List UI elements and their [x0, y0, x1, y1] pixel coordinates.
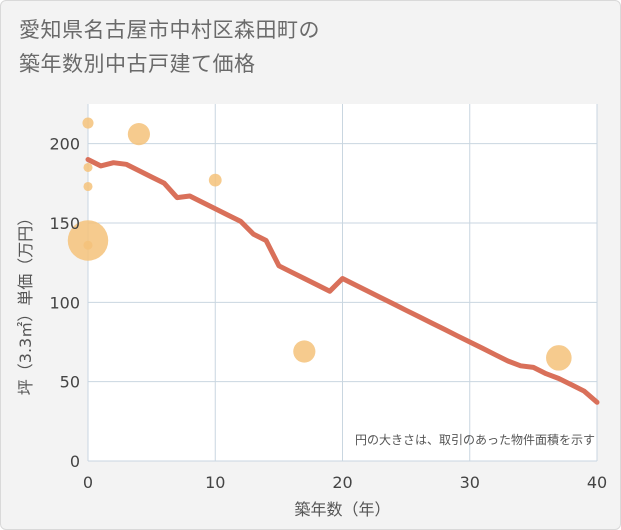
x-tick-label: 40 [587, 473, 607, 492]
y-tick-label: 50 [60, 373, 80, 392]
bubble-size-note: 円の大きさは、取引のあった物件面積を示す [355, 432, 595, 447]
chart-title: 愛知県名古屋市中村区森田町の 築年数別中古戸建て価格 [19, 13, 320, 81]
x-tick-label: 0 [83, 473, 93, 492]
bubble-point [127, 123, 150, 146]
x-axis-title: 築年数（年） [294, 500, 390, 519]
chart-title-line-2: 築年数別中古戸建て価格 [19, 52, 256, 76]
bubble-point [83, 162, 93, 172]
tick-labels: 0 10 20 30 40 0 50 100 150 200 [49, 135, 607, 492]
bubble-point [83, 181, 93, 192]
y-tick-label: 200 [49, 135, 80, 154]
x-tick-label: 10 [205, 473, 225, 492]
bubble-point [546, 345, 572, 371]
y-tick-label: 0 [70, 452, 80, 471]
y-tick-label: 100 [49, 293, 80, 312]
y-axis-title: 坪（3.3㎡）単価（万円） [16, 210, 35, 395]
x-tick-label: 20 [332, 473, 352, 492]
price-line-series [85, 157, 600, 405]
bubble-point [67, 220, 109, 261]
price-line [85, 157, 600, 405]
bubble-series [67, 117, 572, 371]
bubble-point [82, 117, 94, 129]
bubble-point [83, 240, 93, 250]
bubble-point [293, 340, 316, 363]
bubble-point [208, 173, 222, 187]
chart-title-line-1: 愛知県名古屋市中村区森田町の [19, 18, 320, 42]
x-tick-label: 30 [460, 473, 480, 492]
y-tick-label: 150 [49, 214, 80, 233]
